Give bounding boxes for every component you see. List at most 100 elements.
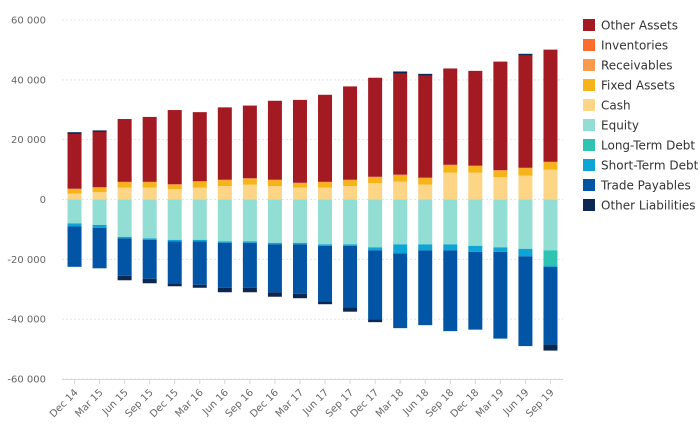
bar-segment-cash xyxy=(292,187,307,200)
bar-segment-short-term-debt xyxy=(92,224,107,228)
bar-segment-short-term-debt xyxy=(518,248,533,257)
bar-segment-cap xyxy=(92,130,107,132)
bar-segment-equity xyxy=(67,199,82,224)
legend-label: Short-Term Debt xyxy=(601,159,699,173)
bar-segment-fixed-assets xyxy=(242,178,257,185)
bar-segment-receivables xyxy=(92,187,107,188)
bar-stacks xyxy=(67,49,558,351)
bar-segment-equity xyxy=(343,199,358,245)
bar-segment-trade-payables xyxy=(418,250,433,326)
bar-segment-other-assets xyxy=(192,112,207,182)
bar-segment-receivables xyxy=(468,165,483,167)
bar-segment-fixed-assets xyxy=(493,170,508,178)
legend-item-other-assets[interactable]: Other Assets xyxy=(583,19,678,33)
bar-segment-cash xyxy=(242,184,257,200)
bar-segment-short-term-debt xyxy=(343,244,358,246)
legend-item-cash[interactable]: Cash xyxy=(583,99,631,113)
bar-segment-trade-payables xyxy=(142,239,157,279)
legend-item-short-term-debt[interactable]: Short-Term Debt xyxy=(583,159,699,173)
bar-segment-trade-payables xyxy=(518,256,533,347)
legend-label: Other Liabilities xyxy=(601,199,696,213)
bar-segment-short-term-debt xyxy=(368,247,383,251)
bar-segment-other-liabilities xyxy=(167,283,182,287)
bar-segment-fixed-assets xyxy=(292,183,307,188)
bar-segment-cash xyxy=(343,186,358,200)
bar-segment-trade-payables xyxy=(167,241,182,284)
bar-segment-receivables xyxy=(543,161,558,163)
bar-segment-short-term-debt xyxy=(267,242,282,245)
bar-segment-equity xyxy=(267,199,282,243)
legend-item-fixed-assets[interactable]: Fixed Assets xyxy=(583,79,675,93)
bar-segment-receivables xyxy=(393,174,408,176)
bar-segment-other-assets xyxy=(92,131,107,188)
bar-segment-other-assets xyxy=(292,99,307,183)
legend-item-receivables[interactable]: Receivables xyxy=(583,59,673,73)
bar-segment-cash xyxy=(142,187,157,200)
bar-segment-fixed-assets xyxy=(217,180,232,187)
bar-segment-short-term-debt xyxy=(142,238,157,240)
bar-segment-cash xyxy=(468,172,483,200)
bar-segment-equity xyxy=(393,199,408,245)
legend-label: Receivables xyxy=(601,59,673,73)
bar-segment-cash xyxy=(92,192,107,200)
bar-segment-equity xyxy=(292,199,307,243)
legend-item-long-term-debt[interactable]: Long-Term Debt xyxy=(583,139,695,153)
bar-segment-trade-payables xyxy=(217,242,232,288)
bar-segment-fixed-assets xyxy=(343,180,358,187)
bar-segment-cap xyxy=(393,71,408,74)
x-tick-label: Mar 15 xyxy=(73,387,105,419)
bar-segment-receivables xyxy=(217,179,232,181)
bar-segment-cash xyxy=(192,187,207,200)
legend-swatch xyxy=(583,39,595,51)
bar-segment-other-liabilities xyxy=(267,292,282,297)
bar-segment-cash xyxy=(67,193,82,200)
legend-item-trade-payables[interactable]: Trade Payables xyxy=(583,179,691,193)
bar-segment-short-term-debt xyxy=(292,242,307,245)
bar-segment-cash xyxy=(267,186,282,200)
bar-segment-trade-payables xyxy=(543,266,558,345)
bar-segment-equity xyxy=(518,199,533,249)
bar-segment-other-liabilities xyxy=(117,275,132,281)
bar-segment-equity xyxy=(242,199,257,242)
y-tick-label: 20 000 xyxy=(11,135,46,146)
y-tick-label: -20 000 xyxy=(7,255,46,266)
bar-segment-trade-payables xyxy=(267,244,282,293)
bar-segment-receivables xyxy=(242,178,257,179)
bar-segment-cash xyxy=(393,181,408,200)
bar-segment-fixed-assets xyxy=(543,162,558,170)
legend-label: Long-Term Debt xyxy=(601,139,695,153)
legend-item-other-liabilities[interactable]: Other Liabilities xyxy=(583,199,696,213)
legend: Other Assets Inventories Receivables Fixed … xyxy=(583,19,699,213)
bar-segment-cap xyxy=(67,132,82,134)
bar-segment-other-assets xyxy=(468,70,483,166)
bar-segment-fixed-assets xyxy=(518,168,533,176)
bar-segment-short-term-debt xyxy=(67,223,82,227)
bar-segment-equity xyxy=(543,199,558,251)
bar-segment-short-term-debt xyxy=(418,244,433,251)
bar-segment-receivables xyxy=(443,164,458,166)
bar-segment-trade-payables xyxy=(343,245,358,308)
legend-swatch xyxy=(583,19,595,31)
legend-item-inventories[interactable]: Inventories xyxy=(583,39,668,53)
bar-segment-short-term-debt xyxy=(117,236,132,239)
bar-segment-other-assets xyxy=(267,100,282,180)
bar-segment-short-term-debt xyxy=(318,244,333,246)
bar-segment-other-assets xyxy=(142,116,157,182)
bar-segment-trade-payables xyxy=(67,226,82,267)
legend-label: Fixed Assets xyxy=(601,79,675,93)
bar-segment-equity xyxy=(92,199,107,225)
bar-segment-fixed-assets xyxy=(318,182,333,188)
bar-segment-equity xyxy=(318,199,333,245)
bar-segment-receivables xyxy=(343,179,358,181)
bar-segment-fixed-assets xyxy=(368,177,383,184)
bar-segment-trade-payables xyxy=(493,251,508,339)
bar-segment-cash xyxy=(493,177,508,200)
bar-segment-other-liabilities xyxy=(318,301,333,305)
bar-segment-fixed-assets xyxy=(117,182,132,188)
bar-segment-cash xyxy=(418,184,433,200)
legend-item-equity[interactable]: Equity xyxy=(583,119,639,133)
bar-segment-receivables xyxy=(418,177,433,179)
bar-segment-cap xyxy=(518,53,533,56)
bar-segment-other-assets xyxy=(518,55,533,168)
